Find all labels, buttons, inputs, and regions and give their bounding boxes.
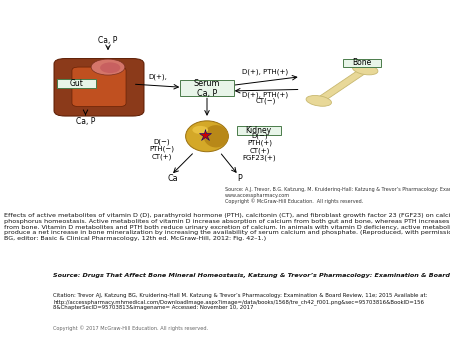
Text: Mc
Graw
Hill: Mc Graw Hill xyxy=(13,279,39,307)
Ellipse shape xyxy=(192,126,208,134)
Text: Bone: Bone xyxy=(353,58,372,67)
Ellipse shape xyxy=(91,59,125,75)
Text: Serum
Ca, P: Serum Ca, P xyxy=(194,79,220,98)
FancyBboxPatch shape xyxy=(58,78,95,88)
Polygon shape xyxy=(315,68,369,102)
Text: Source: A.J. Trevor, B.G. Katzung, M. Kruiderinq-Hall: Katzung & Trevor’s Pharma: Source: A.J. Trevor, B.G. Katzung, M. Kr… xyxy=(225,187,450,204)
Ellipse shape xyxy=(352,64,378,75)
Text: Education: Education xyxy=(11,324,40,329)
Ellipse shape xyxy=(203,125,228,147)
Text: Ca: Ca xyxy=(167,174,178,184)
Text: D(+),: D(+), xyxy=(148,74,167,80)
Text: D(−)
PTH(+)
CT(+)
FGF23(+): D(−) PTH(+) CT(+) FGF23(+) xyxy=(243,132,276,162)
Text: CT(−): CT(−) xyxy=(255,97,276,104)
Text: Ca, P: Ca, P xyxy=(98,36,118,45)
Text: Source: Drugs That Affect Bone Mineral Homeostasis, Katzung & Trevor’s Pharmacol: Source: Drugs That Affect Bone Mineral H… xyxy=(53,273,450,279)
Text: D(+), PTH(+): D(+), PTH(+) xyxy=(243,69,288,75)
Text: D(+), PTH(+): D(+), PTH(+) xyxy=(243,92,288,98)
Text: Copyright © 2017 McGraw-Hill Education. All rights reserved.: Copyright © 2017 McGraw-Hill Education. … xyxy=(53,326,208,331)
FancyBboxPatch shape xyxy=(237,126,281,135)
FancyBboxPatch shape xyxy=(343,58,382,67)
Ellipse shape xyxy=(185,121,228,152)
Text: Ca, P: Ca, P xyxy=(76,117,95,126)
Text: Citation: Trevor AJ, Katzung BG, Kruiderinq-Hall M. Katzung & Trevor’s Pharmacol: Citation: Trevor AJ, Katzung BG, Kruider… xyxy=(53,293,428,311)
Text: Kidney: Kidney xyxy=(246,126,272,135)
Text: Effects of active metabolites of vitamin D (D), parathyroid hormone (PTH), calci: Effects of active metabolites of vitamin… xyxy=(4,213,450,241)
FancyBboxPatch shape xyxy=(54,58,144,116)
Ellipse shape xyxy=(306,96,332,106)
Text: P: P xyxy=(238,174,242,184)
Text: D(−)
PTH(−)
CT(+): D(−) PTH(−) CT(+) xyxy=(149,138,175,160)
Ellipse shape xyxy=(100,63,121,73)
FancyBboxPatch shape xyxy=(72,67,126,106)
Text: Gut: Gut xyxy=(70,78,83,88)
FancyBboxPatch shape xyxy=(180,80,234,96)
